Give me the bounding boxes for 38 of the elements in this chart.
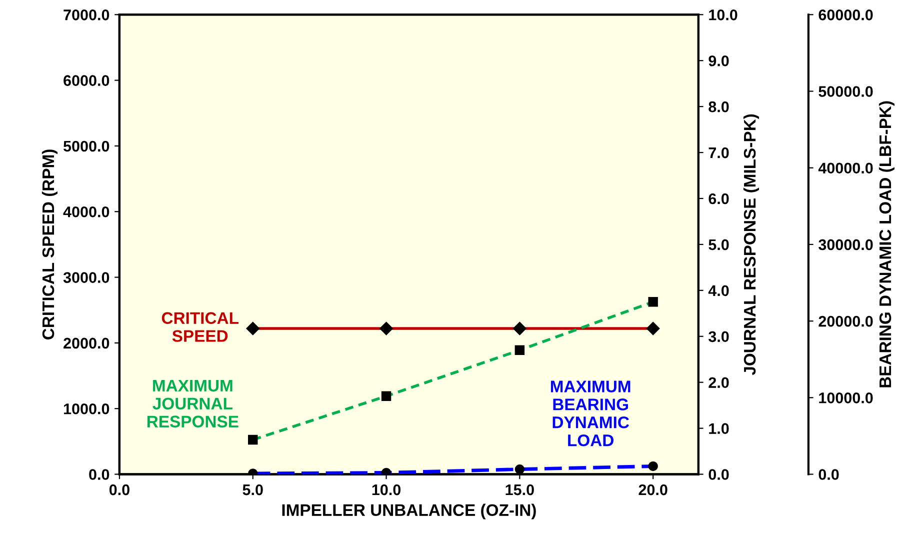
series-label: MAXIMUM BEARING DYNAMIC LOAD	[550, 380, 630, 446]
series-label: MAXIMUM JOURNAL RESPONSE	[147, 380, 238, 428]
y3-tick-label: 0.0	[818, 469, 839, 480]
x-axis-title: IMPELLER UNBALANCE (OZ-IN)	[282, 504, 536, 520]
y-tick-label: 1000.0	[64, 403, 110, 414]
y-tick-label: 2000.0	[64, 338, 110, 349]
x-tick-label: 10.0	[372, 484, 401, 496]
y-tick-label: 0.0	[89, 469, 110, 480]
y2-tick-label: 0.0	[708, 469, 729, 480]
y2-axis-title: JOURNAL RESPONSE (MILS-PK)	[743, 114, 759, 376]
x-tick-label: 0.0	[109, 484, 130, 496]
y3-tick-label: 30000.0	[818, 239, 873, 250]
y2-tick-label: 10.0	[709, 10, 738, 20]
y-axis-title: CRITICAL SPEED (RPM)	[42, 150, 58, 340]
y2-tick-label: 9.0	[708, 55, 729, 66]
x-tick-label: 5.0	[242, 484, 263, 496]
y3-tick-label: 60000.0	[818, 10, 873, 20]
y2-tick-label: 3.0	[708, 331, 729, 342]
x-tick-label: 15.0	[506, 484, 534, 496]
y2-tick-label: 8.0	[708, 101, 729, 112]
x-tick-label: 20.0	[638, 484, 668, 496]
y3-tick-label: 20000.0	[818, 316, 873, 327]
y3-tick-label: 10000.0	[819, 392, 873, 404]
y2-tick-label: 5.0	[708, 239, 729, 250]
y-tick-label: 7000.0	[64, 10, 110, 20]
y3-axis-title: BEARING DYNAMIC LOAD (LBF-PK)	[878, 101, 894, 388]
series-label: CRITICAL SPEED	[162, 312, 238, 342]
y2-tick-label: 7.0	[708, 147, 729, 158]
y2-tick-label: 2.0	[708, 377, 729, 388]
y3-tick-label: 40000.0	[818, 162, 873, 174]
y2-tick-label: 4.0	[708, 285, 729, 296]
y-tick-label: 3000.0	[63, 272, 110, 283]
y-tick-label: 6000.0	[64, 75, 110, 86]
y2-tick-label: 1.0	[709, 423, 729, 434]
y-tick-label: 4000.0	[63, 206, 110, 218]
y2-tick-label: 6.0	[708, 193, 729, 204]
y-tick-label: 5000.0	[63, 140, 110, 152]
y3-tick-label: 50000.0	[818, 86, 873, 97]
